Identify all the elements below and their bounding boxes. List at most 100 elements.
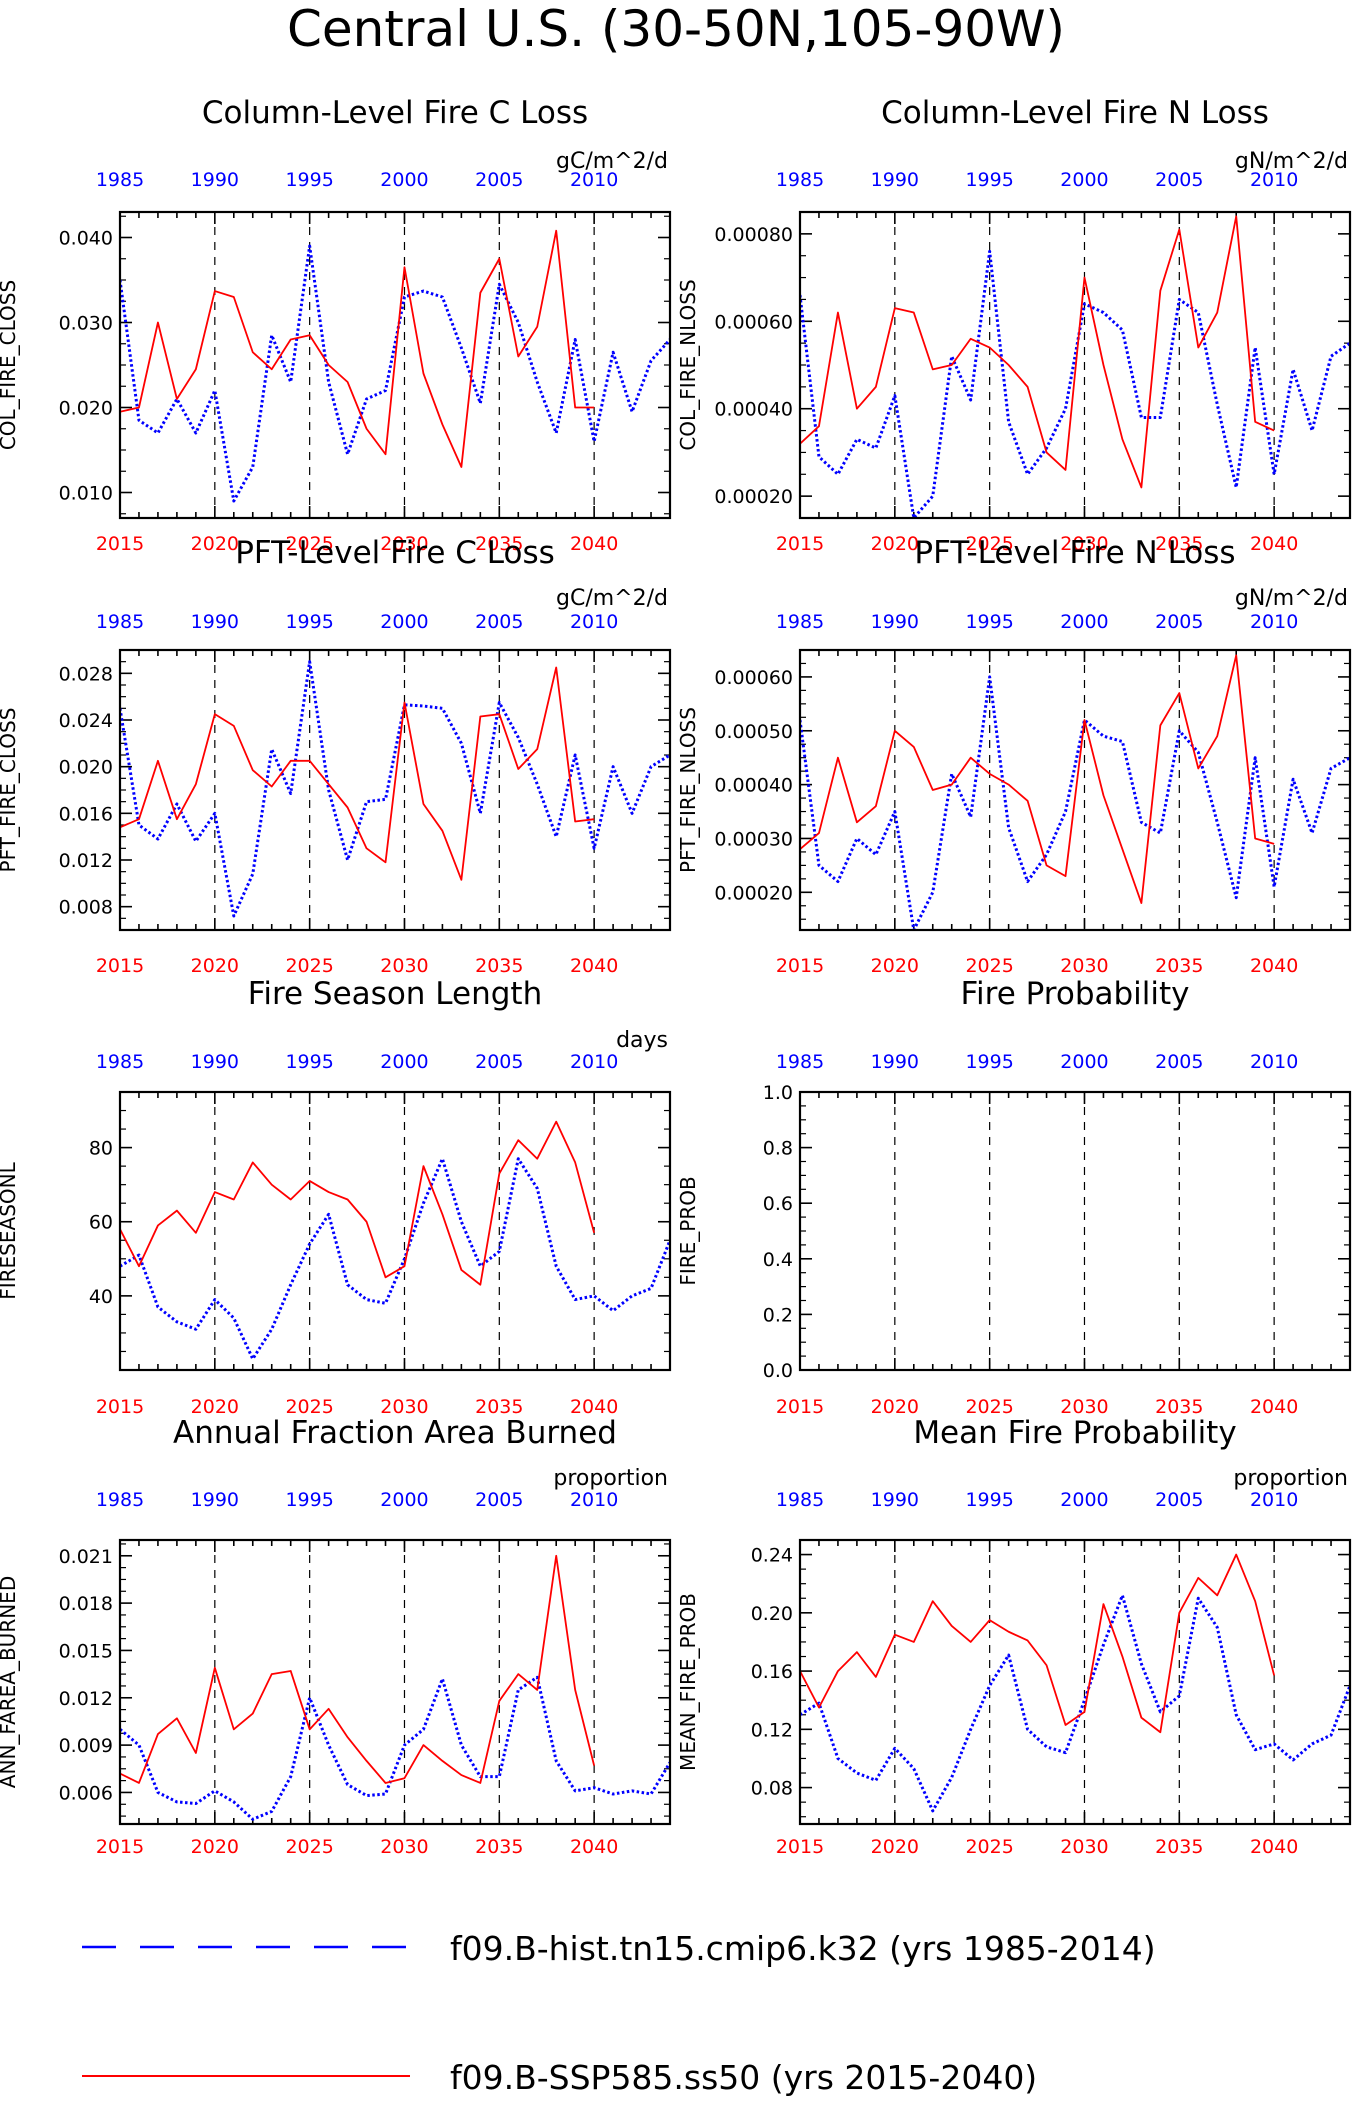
y-tick-label: 0.020: [59, 757, 113, 779]
panel-units: gC/m^2/d: [556, 149, 668, 174]
x-tick-label-top: 2005: [475, 1051, 523, 1073]
y-axis-label: MEAN_FIRE_PROB: [676, 1593, 700, 1771]
x-tick-label-bottom: 2020: [871, 955, 919, 977]
x-tick-label-bottom: 2030: [380, 1836, 428, 1858]
x-tick-label-top: 1990: [871, 169, 919, 191]
panel-6: Fire Probability 0.0 0.2 0.4 0.6 0.8 1.0 FIRE_P…: [676, 976, 1352, 1418]
x-tick-label-bottom: 2020: [871, 1836, 919, 1858]
x-tick-label-top: 2010: [1250, 169, 1298, 191]
y-tick-label: 0.00060: [714, 311, 793, 333]
x-tick-label-top: 1995: [965, 1489, 1013, 1511]
panel-units: gN/m^2/d: [1235, 586, 1348, 611]
panel-units: days: [616, 1028, 668, 1053]
y-tick-label: 0.030: [59, 313, 113, 335]
panel-title: PFT-Level Fire N Loss: [914, 535, 1235, 571]
x-tick-label-top: 2000: [380, 169, 428, 191]
y-tick-label: 0.12: [751, 1719, 793, 1741]
x-tick-label-top: 1995: [965, 611, 1013, 633]
x-tick-label-top: 2010: [1250, 1489, 1298, 1511]
series-line-hist: [120, 1675, 670, 1821]
x-tick-label-bottom: 2015: [96, 955, 144, 977]
panel-units: gC/m^2/d: [556, 586, 668, 611]
panel-1: Column-Level Fire C Loss gC/m^2/d 0.010 0.0…: [0, 95, 672, 555]
x-tick-label-top: 1995: [965, 169, 1013, 191]
x-tick-label-bottom: 2035: [475, 1836, 523, 1858]
y-tick-label: 0.08: [751, 1778, 793, 1800]
y-tick-label: 60: [89, 1212, 113, 1234]
y-tick-label: 0.024: [59, 710, 113, 732]
x-tick-label-bottom: 2030: [1060, 1836, 1108, 1858]
series-line-ssp: [800, 215, 1275, 489]
x-tick-label-bottom: 2015: [776, 533, 824, 555]
series-line-hist: [120, 244, 670, 503]
y-tick-label: 0.16: [751, 1661, 793, 1683]
x-tick-label-top: 2005: [475, 169, 523, 191]
x-tick-label-top: 2000: [380, 611, 428, 633]
x-tick-label-top: 1995: [285, 611, 333, 633]
legend-item-1: f09.B-hist.tn15.cmip6.k32 (yrs 1985-2014…: [82, 1929, 1156, 1968]
x-tick-label-bottom: 2015: [776, 955, 824, 977]
x-tick-label-top: 2010: [570, 169, 618, 191]
x-tick-label-top: 1985: [776, 169, 824, 191]
y-axis-label: COL_FIRE_CLOSS: [0, 280, 20, 450]
y-tick-label: 0.010: [59, 483, 113, 505]
x-tick-label-bottom: 2015: [96, 1836, 144, 1858]
plot-frame: [798, 1090, 1352, 1372]
x-tick-label-top: 1995: [285, 1051, 333, 1073]
y-tick-label: 0.009: [59, 1735, 113, 1757]
y-tick-label: 0.021: [59, 1546, 113, 1568]
series-line-ssp: [120, 229, 595, 468]
legend-label: f09.B-SSP585.ss50 (yrs 2015-2040): [450, 2058, 1037, 2097]
legend-label: f09.B-hist.tn15.cmip6.k32 (yrs 1985-2014…: [450, 1929, 1156, 1968]
x-tick-label-bottom: 2020: [191, 1396, 239, 1418]
y-tick-label: 0.00030: [714, 828, 793, 850]
x-tick-label-bottom: 2040: [1250, 955, 1298, 977]
panel-title: Column-Level Fire C Loss: [202, 95, 588, 131]
y-tick-label: 0.00020: [714, 882, 793, 904]
x-tick-label-bottom: 2030: [1060, 533, 1108, 555]
x-tick-label-top: 2000: [1060, 1051, 1108, 1073]
x-tick-label-top: 2000: [380, 1489, 428, 1511]
x-tick-label-top: 2000: [1060, 1489, 1108, 1511]
y-tick-label: 1.0: [763, 1082, 793, 1104]
legend-item-2: f09.B-SSP585.ss50 (yrs 2015-2040): [82, 2058, 1037, 2097]
x-tick-label-bottom: 2020: [191, 955, 239, 977]
x-tick-label-bottom: 2040: [1250, 1836, 1298, 1858]
x-tick-label-top: 1995: [285, 169, 333, 191]
legend: f09.B-hist.tn15.cmip6.k32 (yrs 1985-2014…: [82, 1929, 1156, 2097]
x-tick-label-top: 2005: [1155, 1489, 1203, 1511]
x-tick-label-bottom: 2035: [1155, 1836, 1203, 1858]
y-tick-label: 0.012: [59, 850, 113, 872]
plot-frame: [798, 210, 1352, 520]
x-tick-label-top: 2010: [570, 1489, 618, 1511]
panel-units: proportion: [553, 1466, 668, 1491]
figure-title: Central U.S. (30-50N,105-90W): [287, 0, 1065, 58]
x-tick-label-bottom: 2015: [96, 533, 144, 555]
x-tick-label-top: 2010: [570, 611, 618, 633]
x-tick-label-top: 1995: [285, 1489, 333, 1511]
x-tick-label-top: 1985: [776, 1489, 824, 1511]
plot-frame: [798, 1538, 1352, 1826]
x-tick-label-bottom: 2025: [285, 533, 333, 555]
x-tick-label-top: 1995: [965, 1051, 1013, 1073]
panel-units: proportion: [1233, 1466, 1348, 1491]
y-axis-label: ANN_FAREA_BURNED: [0, 1576, 20, 1788]
y-tick-label: 0.020: [59, 398, 113, 420]
x-tick-label-bottom: 2025: [965, 1836, 1013, 1858]
y-tick-label: 0.028: [59, 663, 113, 685]
x-tick-label-top: 2005: [1155, 1051, 1203, 1073]
x-tick-label-top: 1985: [96, 169, 144, 191]
y-axis-label: PFT_FIRE_NLOSS: [676, 707, 700, 873]
y-tick-label: 0.006: [59, 1782, 113, 1804]
x-tick-label-bottom: 2020: [871, 533, 919, 555]
x-tick-label-bottom: 2015: [776, 1396, 824, 1418]
y-tick-label: 0.0: [763, 1360, 793, 1382]
x-tick-label-top: 1990: [191, 169, 239, 191]
y-axis-label: FIRESEASONL: [0, 1161, 20, 1299]
x-tick-label-bottom: 2025: [965, 1396, 1013, 1418]
y-tick-label: 0.4: [763, 1249, 793, 1271]
x-tick-label-bottom: 2040: [570, 955, 618, 977]
x-tick-label-top: 1990: [871, 1051, 919, 1073]
plot-frame: [798, 648, 1352, 932]
